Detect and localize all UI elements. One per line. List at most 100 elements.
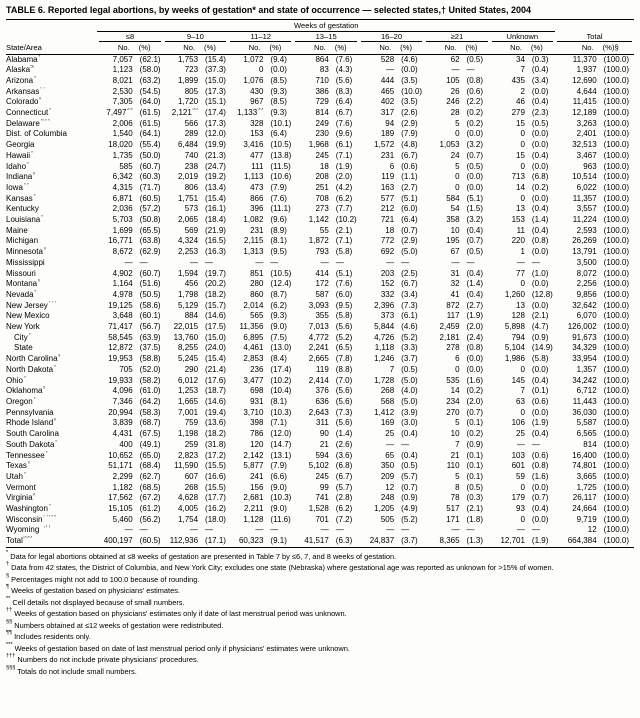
count-cell: 21 bbox=[319, 439, 329, 449]
percent-cell: (4.6) bbox=[401, 54, 418, 64]
percent-cell: (0.4) bbox=[531, 204, 549, 214]
percent-cell: (0.8) bbox=[531, 236, 549, 246]
count-cell: 1,937 bbox=[576, 65, 597, 75]
count-cell: 7,305 bbox=[112, 97, 133, 107]
percent-cell: — bbox=[335, 525, 344, 535]
count-cell: 1,754 bbox=[178, 514, 199, 524]
state-area-header: State/Area bbox=[6, 42, 98, 55]
percent-cell: (0.2) bbox=[466, 108, 483, 118]
count-cell: 245 bbox=[315, 150, 329, 160]
percent-cell: (7.1) bbox=[335, 150, 353, 160]
count-cell: 884 bbox=[184, 311, 199, 321]
percent-cell: (3.2) bbox=[466, 140, 483, 150]
percent-cell: (9.0) bbox=[270, 482, 287, 492]
count-cell: 465 bbox=[380, 86, 395, 96]
percent-cell: (100.0) bbox=[603, 257, 630, 267]
percent-cell: (9.0) bbox=[270, 504, 287, 514]
percent-cell: (17.1) bbox=[200, 536, 229, 548]
state-label: Wisconsin††,¶¶ bbox=[6, 514, 57, 524]
percent-cell: (64.0) bbox=[139, 97, 161, 107]
percent-cell: (100.0) bbox=[603, 525, 630, 535]
percent-cell: (14.6) bbox=[205, 397, 226, 406]
count-cell: 179 bbox=[511, 493, 525, 503]
percent-cell: (100.0) bbox=[603, 429, 630, 439]
count-cell: 119 bbox=[316, 364, 329, 374]
percent-cell: (8.3) bbox=[335, 86, 353, 96]
count-cell: 2,401 bbox=[576, 129, 597, 139]
count-cell: 14 bbox=[450, 386, 460, 396]
count-cell: 3,500 bbox=[576, 257, 597, 267]
count-cell: 1,198 bbox=[178, 429, 199, 439]
count-cell: 78 bbox=[450, 493, 460, 503]
percent-cell: (100.0) bbox=[603, 471, 630, 481]
percent-cell: (67.5) bbox=[139, 429, 161, 439]
count-cell: 350 bbox=[380, 461, 395, 471]
table-row: Kentucky 2,036 (57.2) 573 (16.1) 396 (11.1) 273… bbox=[6, 204, 634, 215]
count-cell: 126,002 bbox=[567, 322, 597, 332]
percent-cell: (60.7) bbox=[139, 268, 161, 278]
count-cell: 8,255 bbox=[178, 343, 199, 353]
count-cell: — bbox=[516, 525, 525, 535]
state-label: Colorado¶ bbox=[6, 97, 42, 107]
percent-cell: (68.7) bbox=[139, 418, 161, 428]
count-cell: 145 bbox=[511, 375, 525, 385]
count-cell: 103 bbox=[511, 450, 525, 460]
percent-cell: (3.0) bbox=[401, 418, 418, 428]
subheader-cell: No. bbox=[555, 42, 599, 55]
count-cell: 14 bbox=[516, 182, 525, 192]
count-cell: 3,839 bbox=[112, 418, 133, 428]
count-cell: 931 bbox=[250, 397, 264, 406]
count-cell: 2,299 bbox=[112, 471, 133, 481]
footnote: *** Weeks of gestation based on date of … bbox=[6, 641, 350, 653]
count-cell: — bbox=[451, 525, 460, 535]
state-label: Washington¶ bbox=[6, 504, 51, 514]
count-cell: 54 bbox=[450, 204, 460, 214]
percent-cell: (11.6) bbox=[270, 514, 291, 524]
count-cell: — bbox=[190, 257, 199, 267]
count-cell: 814 bbox=[315, 108, 329, 118]
percent-cell: (0.7) bbox=[401, 225, 418, 235]
percent-cell: (4.3) bbox=[335, 65, 353, 75]
percent-cell: (0.1) bbox=[466, 418, 483, 428]
percent-cell: (8.7) bbox=[270, 289, 287, 299]
count-cell: 328 bbox=[250, 118, 264, 128]
percent-cell: (63.8) bbox=[139, 236, 161, 246]
percent-cell: (3.7) bbox=[396, 536, 425, 548]
table-row: Mississippi** — — — — — — — — — — — — — — 3,500 (100.0) bbox=[6, 258, 634, 269]
column-group-21: ≥21 bbox=[424, 32, 489, 42]
percent-cell: (100.0) bbox=[603, 386, 630, 396]
percent-cell: (61.2) bbox=[139, 504, 161, 514]
count-cell: 7,057 bbox=[112, 54, 133, 64]
count-cell: 119 bbox=[381, 172, 395, 182]
percent-cell: (5.2) bbox=[401, 514, 418, 524]
table-row: Connecticut¶ 7,497§§ (61.5) 2,121§§ (17.4) 1,… bbox=[6, 108, 634, 119]
count-cell: 234 bbox=[446, 397, 460, 406]
count-cell: 864 bbox=[315, 54, 329, 64]
count-cell: 12,690 bbox=[572, 75, 597, 85]
count-cell: 111 bbox=[251, 161, 264, 171]
count-cell: 4,315 bbox=[112, 182, 133, 192]
count-cell: 11,370 bbox=[572, 54, 597, 64]
percent-cell: (17.3) bbox=[205, 118, 226, 128]
count-cell: 723 bbox=[184, 65, 199, 75]
percent-cell: (10.1) bbox=[270, 118, 292, 128]
count-cell: 814 bbox=[583, 439, 597, 449]
percent-cell: (6.7) bbox=[401, 279, 418, 289]
percent-cell: (100.0) bbox=[603, 140, 630, 150]
percent-cell: (18.7) bbox=[205, 386, 226, 396]
table-row: Montana¶ 1,164 (51.6) 456 (20.2) 280 (12.4) 172… bbox=[6, 279, 634, 290]
percent-cell: (1.3) bbox=[461, 536, 490, 548]
count-cell: 7 bbox=[520, 65, 525, 75]
percent-cell: — bbox=[335, 257, 344, 267]
table-row: Minnesota¶ 8,672 (62.9) 2,253 (16.3) 1,313 (9.… bbox=[6, 247, 634, 258]
count-cell: 24,837 bbox=[358, 536, 397, 548]
percent-cell: (0.5) bbox=[401, 461, 418, 471]
count-cell: 189 bbox=[380, 129, 395, 139]
count-cell: 5 bbox=[455, 418, 460, 428]
count-cell: 566 bbox=[184, 118, 199, 128]
percent-cell: (0.4) bbox=[531, 225, 549, 235]
percent-cell: (100.0) bbox=[603, 514, 630, 524]
percent-cell: (100.0) bbox=[603, 161, 630, 171]
table-row: North Carolina¶ 19,953 (58.8) 5,245 (15.4) 2,… bbox=[6, 354, 634, 365]
percent-cell: (7.6) bbox=[335, 54, 353, 64]
